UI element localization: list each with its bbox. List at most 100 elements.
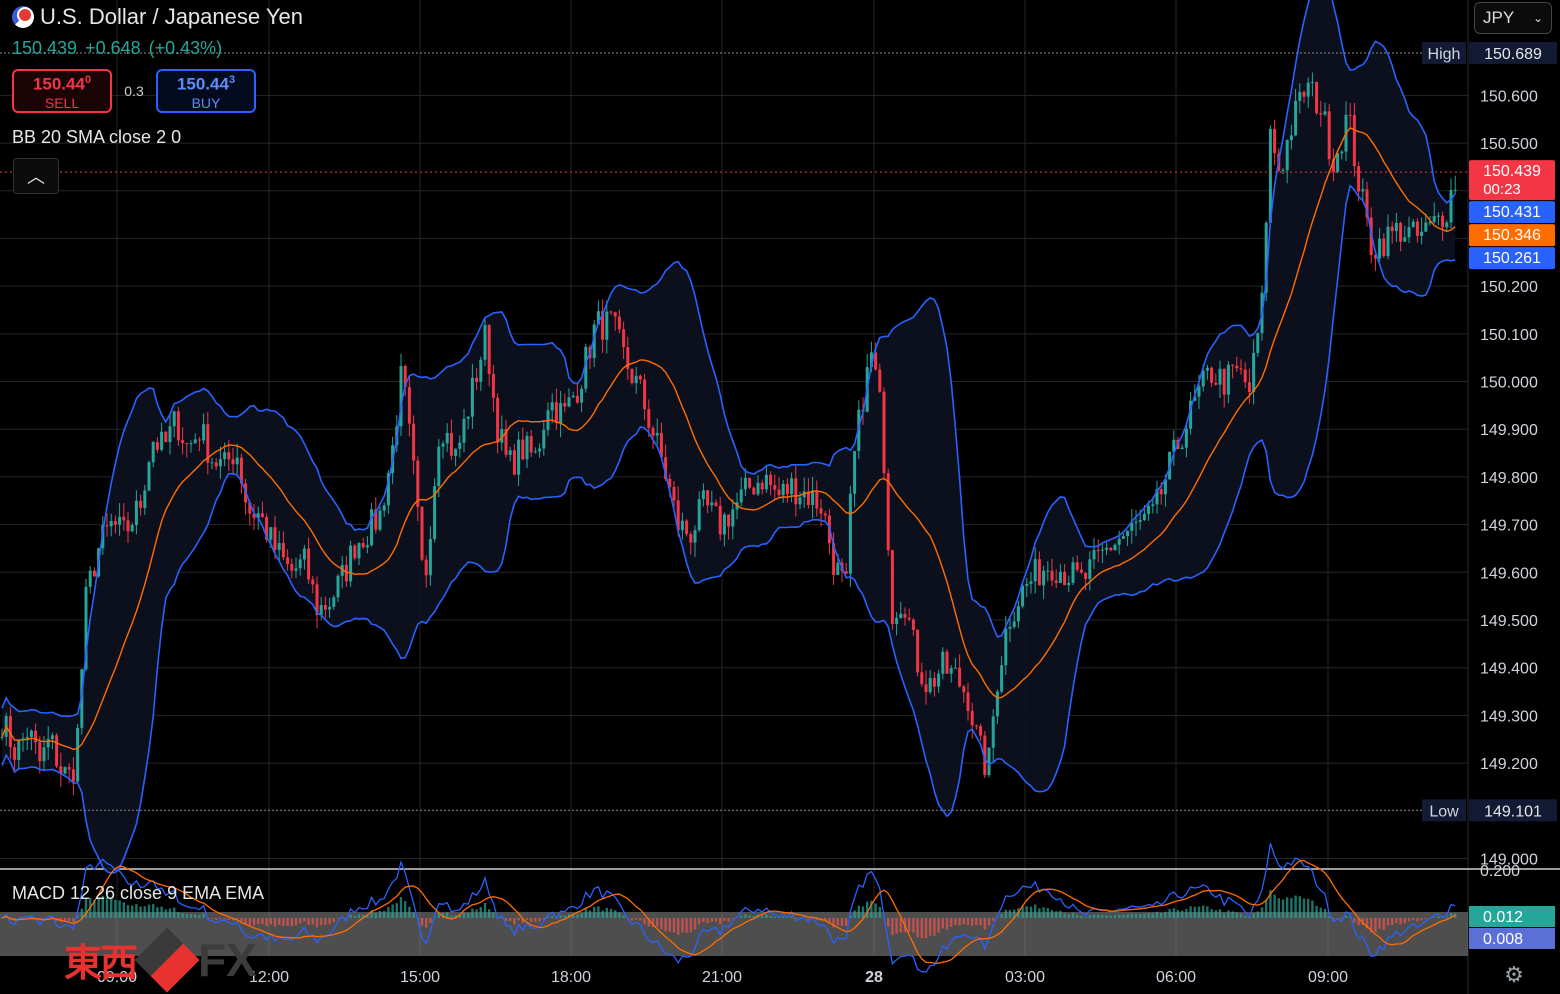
macd-histogram-bar [462, 912, 466, 918]
macd-histogram-bar [1319, 907, 1322, 918]
candle-body [1310, 81, 1314, 83]
candle-body [1075, 562, 1079, 570]
x-axis-tick-label: 12:00 [249, 969, 289, 986]
gear-icon[interactable]: ⚙ [1504, 962, 1524, 987]
candle-body [336, 575, 340, 598]
macd-histogram-bar [273, 918, 277, 927]
candle-body [491, 374, 495, 398]
buy-button[interactable]: 150.443 BUY [156, 69, 256, 113]
candle-body [155, 442, 159, 450]
candle-body [1445, 222, 1449, 228]
macd-histogram-bar [181, 913, 184, 918]
candle-body [1201, 370, 1205, 387]
candle-body [1453, 189, 1457, 191]
macd-histogram-bar [933, 918, 936, 936]
candle-body [1357, 166, 1361, 192]
candle-body [655, 432, 659, 436]
macd-histogram-bar [748, 915, 751, 918]
macd-histogram-bar [13, 918, 16, 921]
macd-histogram-bar [1076, 914, 1079, 918]
candle-body [1205, 367, 1209, 371]
candle-body [1193, 396, 1197, 401]
macd-histogram-bar [1134, 913, 1138, 918]
price-tag-value: 150.261 [1483, 250, 1541, 267]
macd-histogram-bar [500, 916, 503, 918]
candle-body [550, 402, 554, 411]
candle-body [533, 451, 537, 453]
x-axis-tick-label: 03:00 [1005, 969, 1045, 986]
candle-body [1441, 215, 1445, 228]
macd-histogram-bar [479, 907, 482, 918]
candle-body [164, 431, 168, 443]
macd-legend[interactable]: MACD 12 26 close 9 EMA EMA [12, 883, 265, 903]
macd-histogram-bar [383, 910, 386, 918]
candle-body [748, 477, 752, 488]
candle-body [0, 736, 4, 738]
candle-body [118, 516, 122, 525]
candle-body [92, 570, 96, 577]
symbol-title[interactable]: U.S. Dollar / Japanese Yen [12, 4, 303, 30]
buy-label: BUY [191, 94, 221, 111]
macd-histogram-bar [269, 918, 272, 925]
macd-histogram-bar [139, 906, 142, 918]
candle-body [1407, 227, 1411, 238]
macd-histogram-bar [475, 909, 478, 918]
candle-body [197, 439, 201, 441]
macd-histogram-bar [1071, 912, 1075, 918]
macd-histogram-bar [1231, 911, 1234, 918]
macd-histogram-bar [425, 918, 428, 928]
high-label: High [1428, 46, 1461, 63]
candle-body [806, 491, 810, 506]
macd-histogram-bar [853, 910, 856, 918]
candle-body [454, 448, 458, 456]
bollinger-legend[interactable]: BB 20 SMA close 2 0 [12, 127, 182, 147]
macd-histogram-bar [546, 916, 550, 918]
candle-body [1197, 386, 1201, 397]
candle-body [42, 747, 46, 762]
candle-body [672, 487, 676, 501]
macd-histogram-bar [257, 918, 260, 925]
candle-body [487, 324, 491, 375]
macd-histogram-bar [962, 918, 965, 925]
candle-body [105, 525, 109, 527]
macd-histogram-bar [765, 914, 768, 918]
macd-histogram-bar [1260, 907, 1264, 918]
candle-body [907, 617, 911, 620]
candle-body [722, 514, 726, 535]
collapse-legend-button[interactable]: ︿ [13, 158, 59, 194]
candle-body [1403, 237, 1407, 242]
macd-histogram-bar [118, 900, 121, 918]
macd-histogram-bar [1059, 910, 1062, 918]
candle-body [945, 651, 949, 674]
macd-histogram-bar [719, 918, 722, 925]
macd-histogram-bar [282, 918, 285, 927]
macd-histogram-bar [105, 897, 109, 918]
candle-body [374, 509, 378, 530]
macd-histogram-bar [1239, 913, 1243, 918]
candle-body [260, 513, 264, 517]
macd-histogram-bar [420, 918, 424, 926]
macd-value: 0.012 [1483, 909, 1523, 926]
candle-body [307, 548, 311, 580]
candle-body [1390, 226, 1394, 232]
macd-histogram-bar [97, 897, 100, 918]
macd-histogram-bar [1256, 911, 1259, 918]
x-axis-tick-label: 21:00 [702, 969, 742, 986]
macd-histogram-bar [101, 896, 104, 918]
macd-histogram-bar [1403, 918, 1406, 924]
candle-body [1449, 190, 1453, 223]
candle-body [937, 673, 941, 687]
macd-histogram-bar [584, 908, 587, 918]
candle-body [1289, 135, 1293, 141]
sell-button[interactable]: 150.440 SELL [12, 69, 112, 113]
currency-select[interactable]: JPY ⌄ [1474, 2, 1552, 34]
macd-histogram-bar [551, 915, 554, 918]
candle-body [605, 311, 609, 340]
watermark-kanji: 東西 [64, 940, 138, 985]
macd-histogram-bar [135, 904, 138, 918]
macd-histogram-bar [1302, 898, 1306, 918]
candle-body [941, 651, 945, 674]
macd-histogram-bar [710, 918, 713, 922]
candle-body [567, 397, 571, 407]
